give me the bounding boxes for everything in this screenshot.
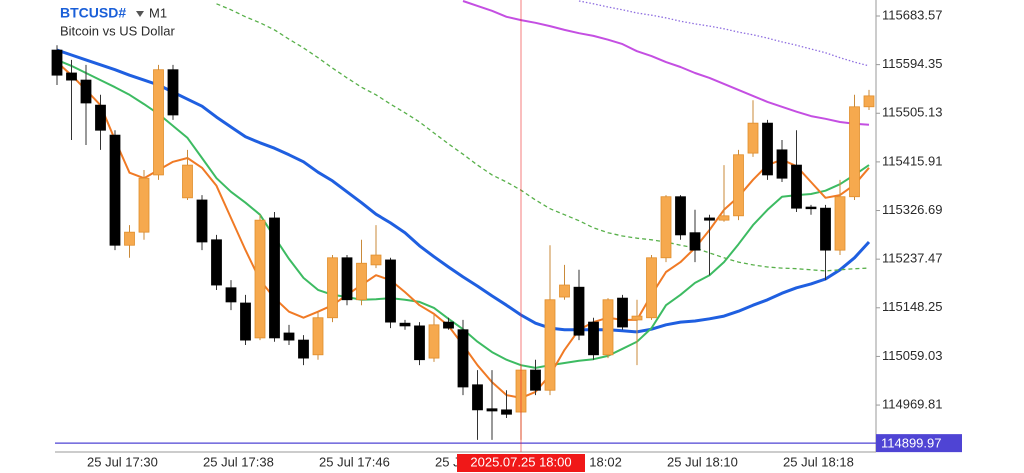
plot-area [51,0,875,440]
crosshair-label-box [457,454,585,472]
x-tick-label: 25 Jul 17:38 [203,454,274,469]
candle-body [225,287,237,303]
y-tick-label: 115237.47 [882,251,943,266]
current-price-box [876,434,962,453]
candle-body [51,49,63,76]
current-price-label: 114899.97 [881,436,942,451]
x-tick-label: 25 Jul 17:46 [319,454,390,469]
candle-body [254,219,266,339]
candle-body [617,297,628,328]
candle-body [805,206,817,210]
candle-body [791,164,802,209]
candle-body [211,239,222,286]
y-tick-label: 115683.57 [882,7,943,22]
moving-average-line [462,0,870,126]
candle-body [631,315,643,321]
candle-body [443,321,454,329]
candle-body [399,322,411,327]
x-tick-label: 25 Jul 17:30 [87,454,158,469]
candle-body [602,299,614,356]
symbol: BTCUSD# [60,5,126,21]
candle-body [109,134,121,246]
candle-body [776,149,788,179]
candle-body [95,104,106,131]
candle-body [646,257,657,319]
candle-body [124,231,135,246]
candle-body [240,302,251,341]
candle-body [138,177,150,233]
candle-body [356,262,367,301]
candle-body [718,215,730,221]
candle-body [559,284,570,298]
candle-body [863,95,875,108]
y-tick-label: 115594.35 [882,56,943,71]
candle-body [849,106,860,198]
candle-body [834,196,846,251]
candle-body [414,325,425,361]
candle-body [298,339,309,359]
y-tick-label: 115148.25 [882,299,943,314]
candle-body [530,369,541,391]
dropdown-arrow [136,11,144,17]
candle-body [544,299,556,391]
candle-body [689,232,701,251]
x-tick-label: 25 Jul 18:18 [783,454,854,469]
candle-body [66,72,77,81]
candle-body [196,199,208,243]
candle-body [385,259,396,323]
candle-body [428,324,440,359]
subtitle: Bitcoin vs US Dollar [60,23,176,38]
candle-body [486,408,498,412]
candle-body [80,79,92,104]
candle-body [167,69,179,116]
candle-body [747,122,759,154]
moving-average-line [216,3,870,272]
candle-body [182,164,193,199]
candle-body [733,154,744,217]
candle-body [153,69,164,176]
y-tick-label: 114969.81 [882,396,943,411]
candle-body [501,409,512,415]
moving-average-line [56,48,871,334]
timeframe: M1 [149,5,167,20]
moving-average-line [578,0,870,67]
candle-body [457,329,469,388]
y-tick-label: 115415.91 [882,153,943,168]
candle-body [660,196,672,259]
x-tick-label: 25 Jul 18:10 [667,454,738,469]
candle-body [573,286,585,336]
candle-body [269,217,280,339]
candle-body [588,321,599,356]
y-tick-label: 115326.69 [882,202,943,217]
candle-body [675,196,686,236]
candle-body [370,254,382,266]
candle-body [704,217,715,221]
candle-body [820,207,831,251]
candle-body [283,332,295,341]
y-tick-label: 115505.13 [882,105,943,120]
candle-body [472,384,483,411]
candle-body [327,257,338,319]
candle-body [762,122,773,176]
y-tick-label: 115059.03 [882,348,943,363]
candle-body [341,257,353,301]
crosshair-label: 2025.07.25 18:00 [470,454,571,469]
candle-body [312,317,324,356]
